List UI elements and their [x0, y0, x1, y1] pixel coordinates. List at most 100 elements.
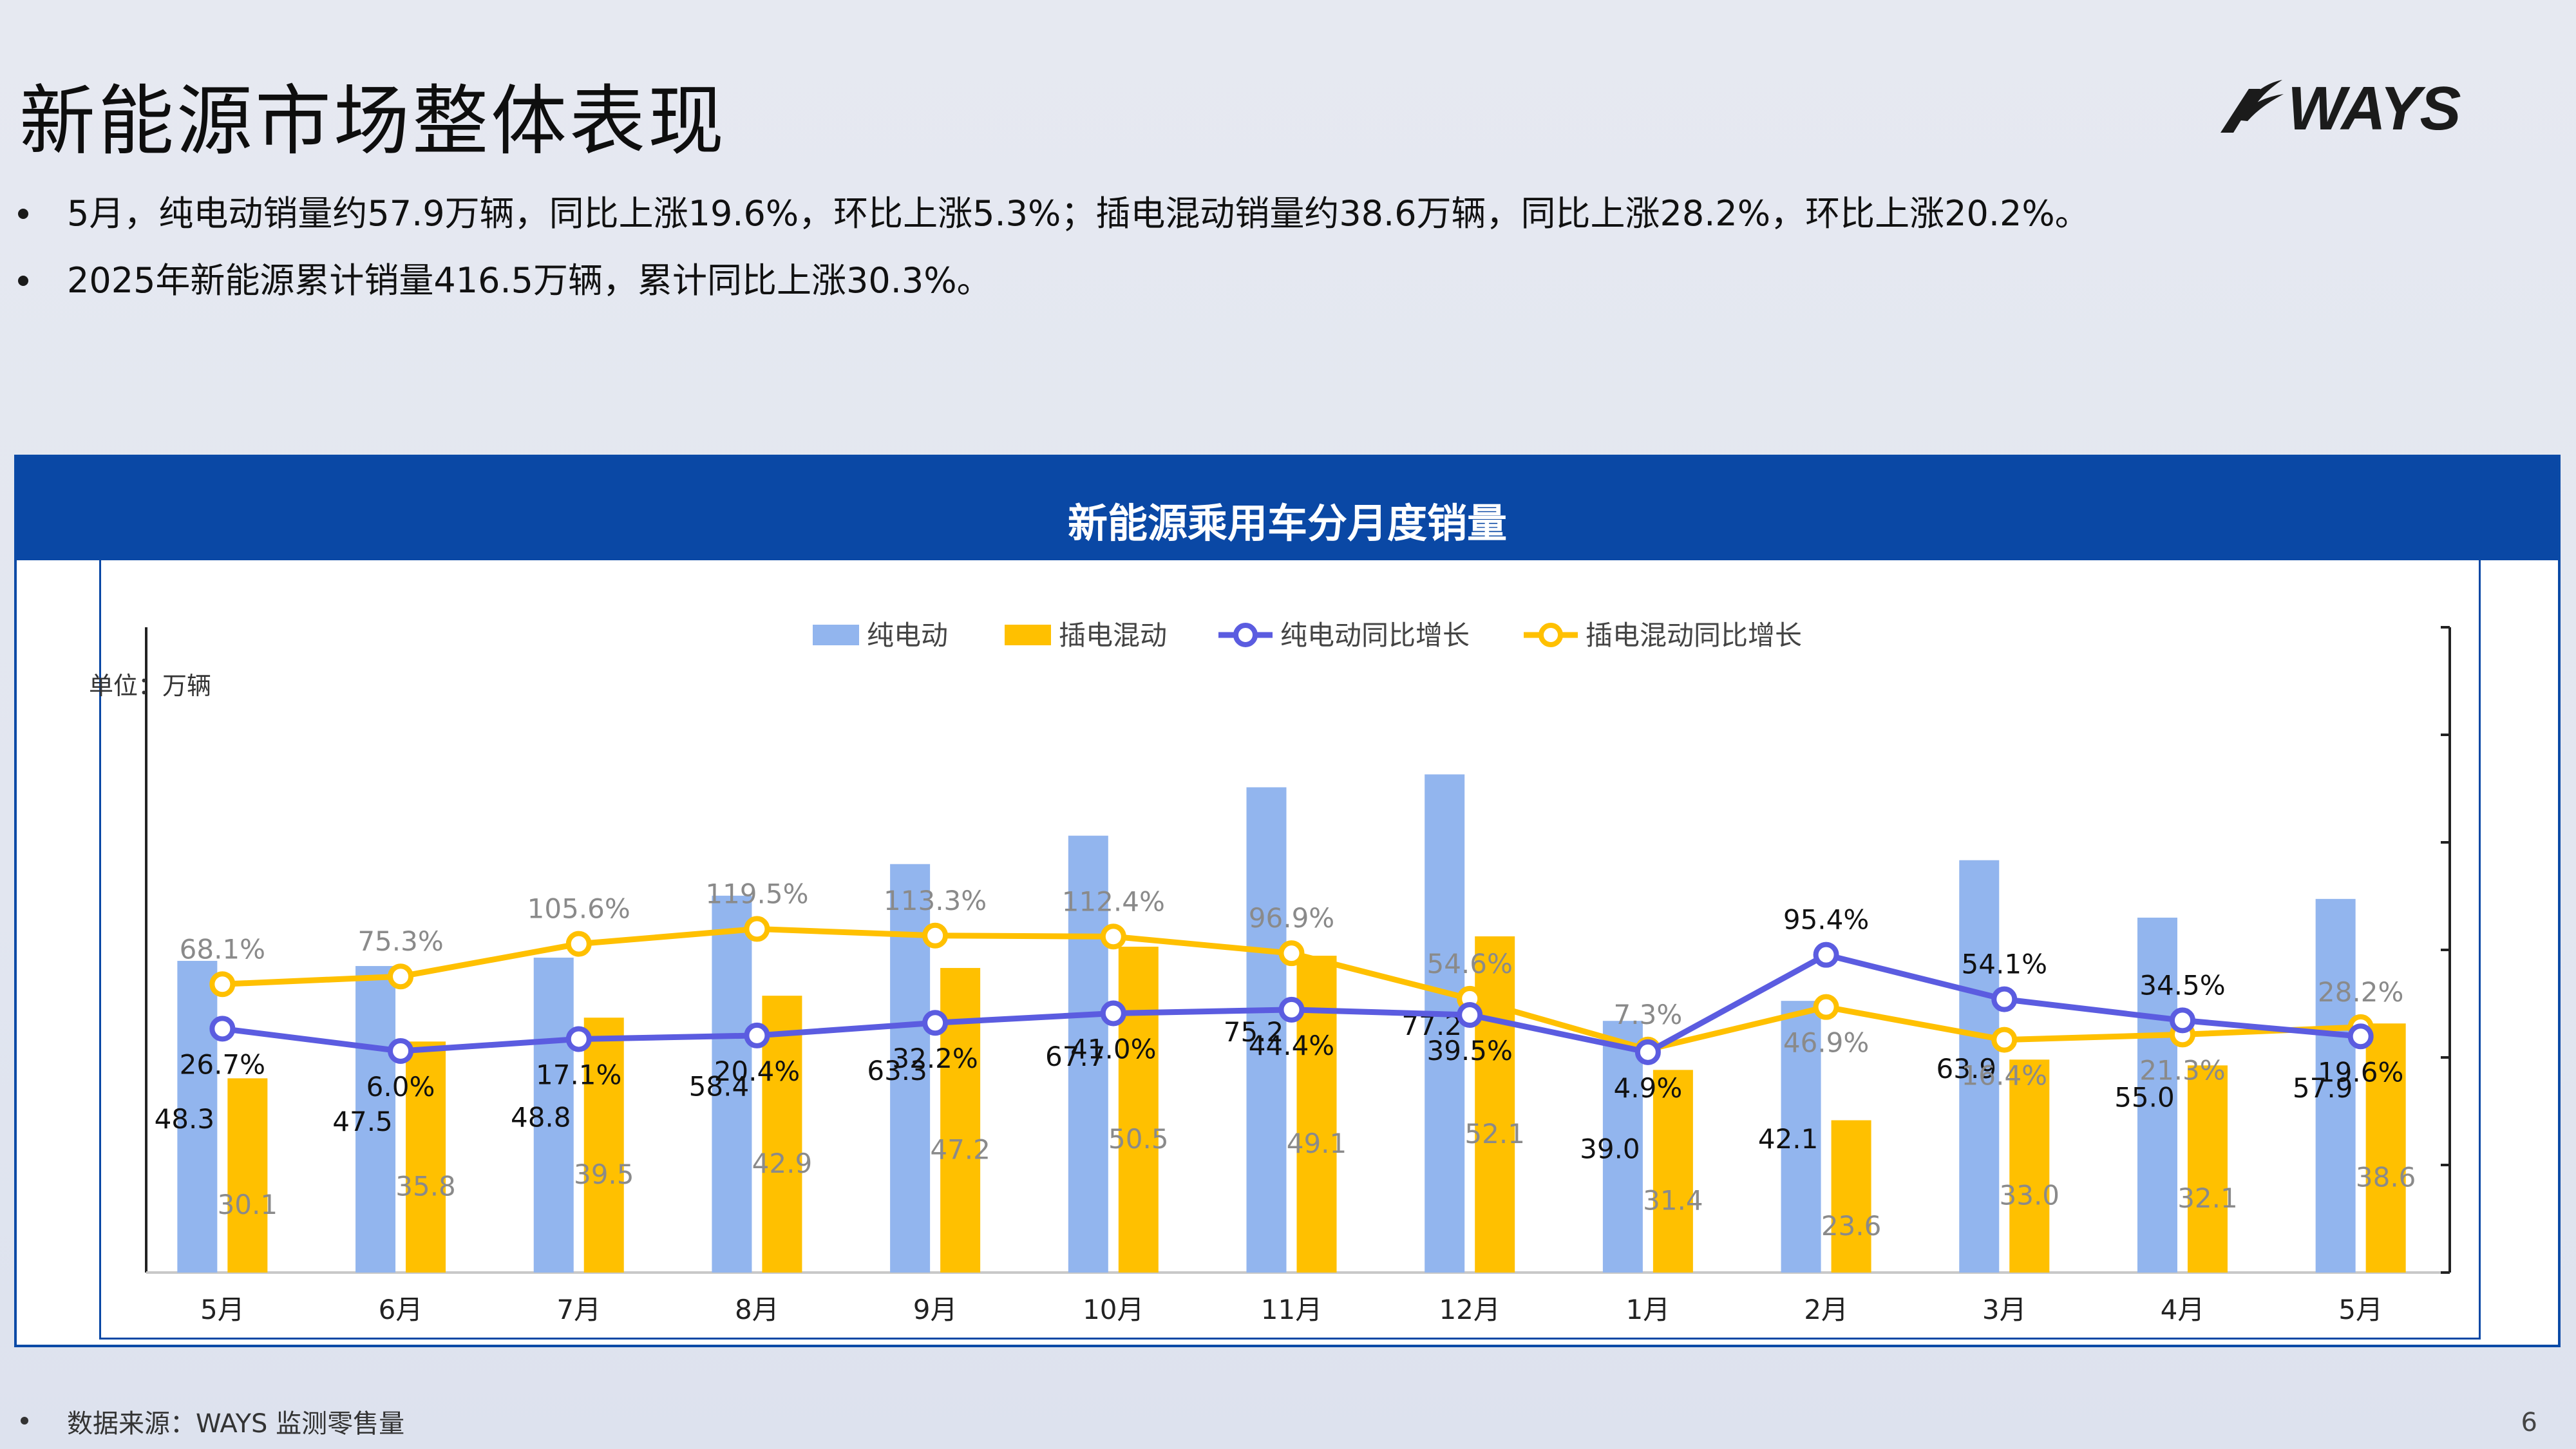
bullet-dot-icon [18, 209, 28, 219]
phev-yoy-label: 7.3% [1614, 999, 1683, 1030]
phev-bar [762, 996, 802, 1273]
bev-bar-label: 58.4 [689, 1070, 750, 1102]
x-tick-label: 8月 [735, 1294, 779, 1325]
bev-yoy-marker [1813, 942, 1839, 968]
phev-bar-label: 23.6 [1821, 1210, 1882, 1242]
bev-bar [1602, 1021, 1643, 1273]
phev-yoy-label: 75.3% [357, 925, 443, 957]
phev-yoy-label: 105.6% [527, 893, 630, 925]
chart-panel: 单位：万辆 48.3 30.1 5月 47.5 35.8 6月 48.8 39.5 7月 58.4 4… [14, 455, 2561, 1347]
bev-yoy-marker [1457, 1002, 1483, 1028]
bullet-text: 2025年新能源累计销量416.5万辆，累计同比上涨30.3%。 [67, 260, 992, 301]
data-source-note: 数据来源：WAYS 监测零售量 [18, 1403, 404, 1440]
bev-bar-label: 67.7 [1045, 1041, 1106, 1072]
bev-yoy-marker [1991, 986, 2018, 1012]
bev-yoy-label: 17.1% [536, 1059, 621, 1090]
phev-bar [1831, 1120, 1871, 1273]
phev-yoy-label: 119.5% [705, 878, 808, 909]
bev-bar-label: 48.8 [511, 1102, 571, 1133]
bev-bar [1246, 787, 1287, 1273]
bev-bar-label: 63.3 [867, 1055, 927, 1086]
bev-bar [1781, 1001, 1821, 1273]
phev-yoy-marker [1991, 1027, 2018, 1053]
bev-yoy-label: 54.1% [1962, 949, 2047, 980]
chart-header-band [17, 457, 2558, 560]
phev-yoy-marker [922, 922, 949, 949]
legend-swatch [1005, 625, 1051, 645]
phev-bar [1475, 936, 1515, 1273]
bev-bar [533, 958, 574, 1273]
bev-bar-label: 42.1 [1758, 1123, 1819, 1155]
phev-yoy-label: 54.6% [1426, 948, 1512, 980]
bev-bar [1068, 835, 1108, 1273]
bev-yoy-label: 6.0% [366, 1071, 435, 1103]
phev-bar-label: 42.9 [752, 1148, 813, 1179]
phev-yoy-label: 68.1% [180, 933, 265, 965]
x-tick-label: 4月 [2161, 1294, 2205, 1325]
bev-bar [712, 895, 752, 1273]
x-tick-label: 7月 [556, 1294, 601, 1325]
legend-label: 插电混动同比增长 [1586, 620, 1802, 651]
legend-label: 插电混动 [1059, 620, 1167, 651]
bev-bar [1425, 774, 1465, 1273]
bev-yoy-label: 19.6% [2318, 1056, 2403, 1088]
x-tick-label: 9月 [913, 1294, 958, 1325]
phev-yoy-label: 113.3% [884, 885, 987, 916]
page-title: 新能源市场整体表现 [19, 77, 727, 166]
phev-bar-label: 31.4 [1643, 1185, 1703, 1217]
unit-label: 单位：万辆 [89, 672, 211, 700]
phev-yoy-label: 46.9% [1783, 1027, 1869, 1059]
phev-bar-label: 52.1 [1464, 1118, 1525, 1150]
x-tick-label: 6月 [379, 1294, 423, 1325]
phev-bar [1118, 946, 1159, 1273]
phev-bar-label: 50.5 [1108, 1123, 1169, 1155]
phev-yoy-label: 96.9% [1249, 902, 1334, 934]
legend-marker [1539, 623, 1563, 647]
logo-text: WAYS [2287, 74, 2461, 143]
x-tick-label: 5月 [2338, 1294, 2383, 1325]
bullet-dot-icon [18, 276, 28, 286]
legend-label: 纯电动 [867, 620, 948, 651]
bev-yoy-label: 41.0% [1070, 1034, 1156, 1065]
phev-bar [406, 1041, 446, 1273]
phev-bar-label: 38.6 [2356, 1162, 2416, 1193]
bev-yoy-label: 32.2% [892, 1043, 978, 1074]
summary-bullets: 5月，纯电动销量约57.9万辆，同比上涨19.6%，环比上涨5.3%；插电混动销… [18, 180, 2530, 314]
phev-bar [227, 1078, 268, 1273]
bev-yoy-marker [2169, 1007, 2195, 1034]
phev-yoy-marker [1100, 923, 1126, 950]
bev-yoy-marker [744, 1022, 770, 1048]
phev-bar [2187, 1065, 2228, 1273]
phev-yoy-marker [744, 916, 770, 942]
bev-bar-label: 55.0 [2114, 1081, 2175, 1113]
bev-yoy-marker [1634, 1039, 1661, 1065]
phev-bar [1296, 956, 1337, 1273]
x-tick-label: 11月 [1261, 1294, 1322, 1325]
bev-yoy-label: 95.4% [1783, 904, 1869, 936]
phev-yoy-marker [388, 963, 414, 990]
phev-bar-label: 30.1 [218, 1189, 278, 1220]
phev-bar [940, 968, 981, 1273]
legend-swatch [813, 625, 859, 645]
phev-bar [2009, 1059, 2050, 1273]
bev-bar-label: 39.0 [1580, 1133, 1640, 1165]
phev-yoy-marker [1278, 940, 1305, 967]
ways-logo: WAYS [2215, 71, 2461, 143]
phev-bar-label: 33.0 [2000, 1180, 2060, 1211]
phev-yoy-label: 16.4% [1962, 1060, 2047, 1092]
bev-yoy-label: 26.7% [180, 1048, 265, 1080]
bev-bar-label: 63.9 [1937, 1053, 1997, 1084]
bev-bar [2137, 917, 2177, 1273]
phev-yoy-label: 28.2% [2318, 976, 2403, 1008]
bev-yoy-marker [565, 1026, 592, 1052]
footnote-dot-icon [21, 1417, 28, 1425]
bullet-item: 2025年新能源累计销量416.5万辆，累计同比上涨30.3%。 [18, 247, 2530, 314]
phev-yoy-marker [209, 971, 236, 998]
bev-yoy-marker [388, 1037, 414, 1064]
phev-bar-label: 49.1 [1287, 1128, 1347, 1159]
x-tick-label: 5月 [200, 1294, 245, 1325]
phev-bar [2365, 1023, 2406, 1273]
bev-bar [177, 961, 218, 1273]
x-tick-label: 1月 [1626, 1294, 1671, 1325]
bev-yoy-marker [209, 1016, 236, 1042]
